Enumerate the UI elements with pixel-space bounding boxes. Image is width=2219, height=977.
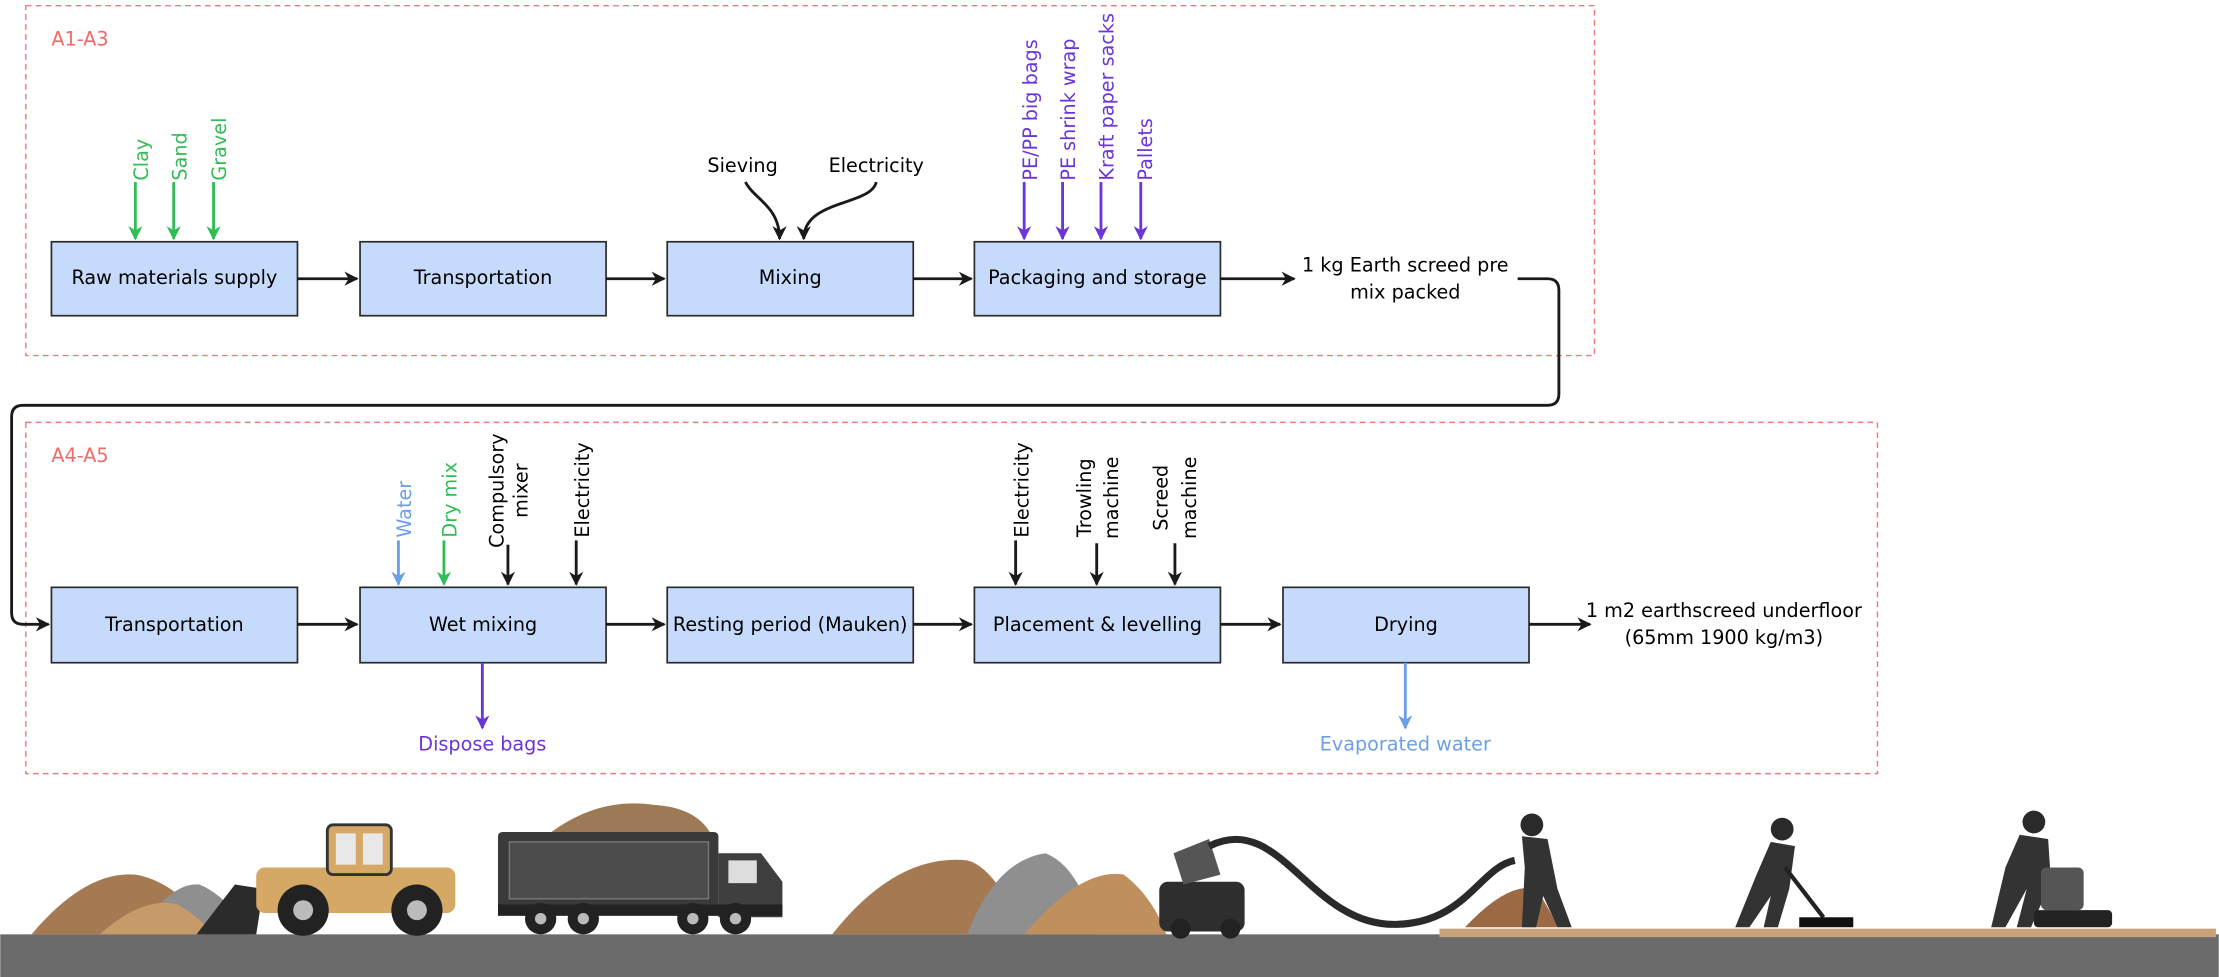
process-label: Placement & levelling: [993, 613, 1202, 636]
process-label: Transportation: [104, 613, 244, 636]
input-label: Water: [393, 481, 416, 538]
process-box: [973, 586, 1222, 664]
process-label: Packaging and storage: [988, 266, 1207, 289]
input-label: Clay: [130, 139, 153, 181]
worker: [1735, 817, 1854, 928]
input-label: Kraft paper sacks: [1096, 13, 1119, 181]
shape: [1207, 835, 1516, 928]
shape: [1173, 839, 1221, 885]
shape: [534, 913, 547, 925]
row2: Transportation Wet mixing Resting period…: [50, 586, 1862, 664]
process-label: Raw materials supply: [72, 266, 278, 289]
shape: [547, 803, 712, 835]
shape: [1520, 813, 1544, 837]
group-frame: [25, 421, 1879, 775]
worker: [1991, 810, 2113, 928]
input-label: Trowling: [1073, 458, 1096, 538]
group-label: A1-A3: [51, 27, 108, 50]
process-box: [50, 240, 299, 317]
group-label: A4-A5: [51, 444, 108, 467]
shape: [2033, 910, 2113, 928]
input-label: Sand: [168, 132, 191, 180]
input-label: Electricity: [829, 154, 924, 177]
input-label: Screed: [1150, 465, 1173, 531]
shape: [728, 860, 757, 884]
input-arrow: [796, 181, 878, 241]
shape: [1991, 834, 2051, 928]
shape: [1170, 918, 1191, 939]
shape: [508, 841, 710, 900]
floor: [1439, 928, 2216, 938]
shape: [1783, 866, 1826, 919]
shape: [196, 884, 264, 935]
row1-inputs: Clay Sand Gravel Sieving Electricity PE/…: [128, 13, 1157, 241]
process-label: Drying: [1374, 613, 1438, 636]
shape: [335, 833, 356, 865]
input-label: mixer: [510, 463, 533, 518]
product-label: (65mm 1900 kg/m3): [1625, 626, 1823, 649]
shape: [406, 900, 427, 921]
input-label: PE shrink wrap: [1057, 39, 1080, 181]
output-label: Dispose bags: [418, 733, 546, 756]
process-box: [973, 240, 1222, 317]
shape: [1521, 836, 1572, 928]
input-label: Electricity: [571, 442, 594, 537]
process-label: Wet mixing: [429, 613, 537, 636]
input-label: PE/PP big bags: [1019, 39, 1042, 180]
shape: [362, 833, 383, 865]
group-frame: [25, 4, 1596, 357]
input-label: machine: [1100, 457, 1123, 539]
input-label: Dry mix: [439, 462, 462, 538]
process-label: Resting period (Mauken): [673, 613, 908, 636]
process-box: [50, 586, 299, 664]
input-label: Sieving: [707, 154, 777, 177]
input-label: machine: [1178, 457, 1201, 539]
shape: [1220, 918, 1241, 939]
shape: [1799, 917, 1854, 928]
shape: [2040, 867, 2084, 911]
ground: [0, 934, 2219, 977]
input-label: Pallets: [1134, 118, 1157, 180]
process-label: Transportation: [413, 266, 553, 289]
shape: [729, 913, 742, 925]
row2-outputs: Dispose bags Evaporated water: [418, 662, 1491, 756]
output-label: Evaporated water: [1320, 733, 1491, 756]
shape: [1735, 841, 1795, 928]
worker: [1465, 813, 1572, 928]
input-label: Gravel: [208, 118, 231, 181]
process-box: [359, 586, 607, 664]
product-label: 1 kg Earth screed pre: [1302, 253, 1509, 276]
process-label: Mixing: [759, 266, 822, 289]
pile: [99, 902, 214, 935]
row1: Raw materials supply Transportation Mixi…: [10, 240, 1561, 632]
truck: [497, 803, 783, 935]
process-box: [359, 240, 607, 317]
input-label: Compulsory: [485, 433, 508, 547]
input-label: Electricity: [1010, 442, 1033, 537]
product-label: mix packed: [1350, 280, 1460, 303]
shape: [293, 900, 314, 921]
row2-inputs: Water Dry mix Compulsory mixer Electrici…: [391, 433, 1201, 586]
shape: [2022, 810, 2046, 834]
shape: [1770, 817, 1794, 841]
shape: [577, 913, 590, 925]
loader: [196, 823, 456, 936]
pile: [1024, 873, 1167, 935]
shape: [687, 913, 699, 925]
connector-arrow: [10, 277, 1561, 632]
process-box: [666, 240, 915, 317]
input-arrow: [744, 181, 787, 241]
screed-pump: [1159, 835, 1516, 939]
shape: [497, 904, 783, 916]
process-box: [666, 586, 915, 664]
illustration: [0, 803, 2219, 977]
product-label: 1 m2 earthscreed underfloor: [1586, 599, 1862, 622]
